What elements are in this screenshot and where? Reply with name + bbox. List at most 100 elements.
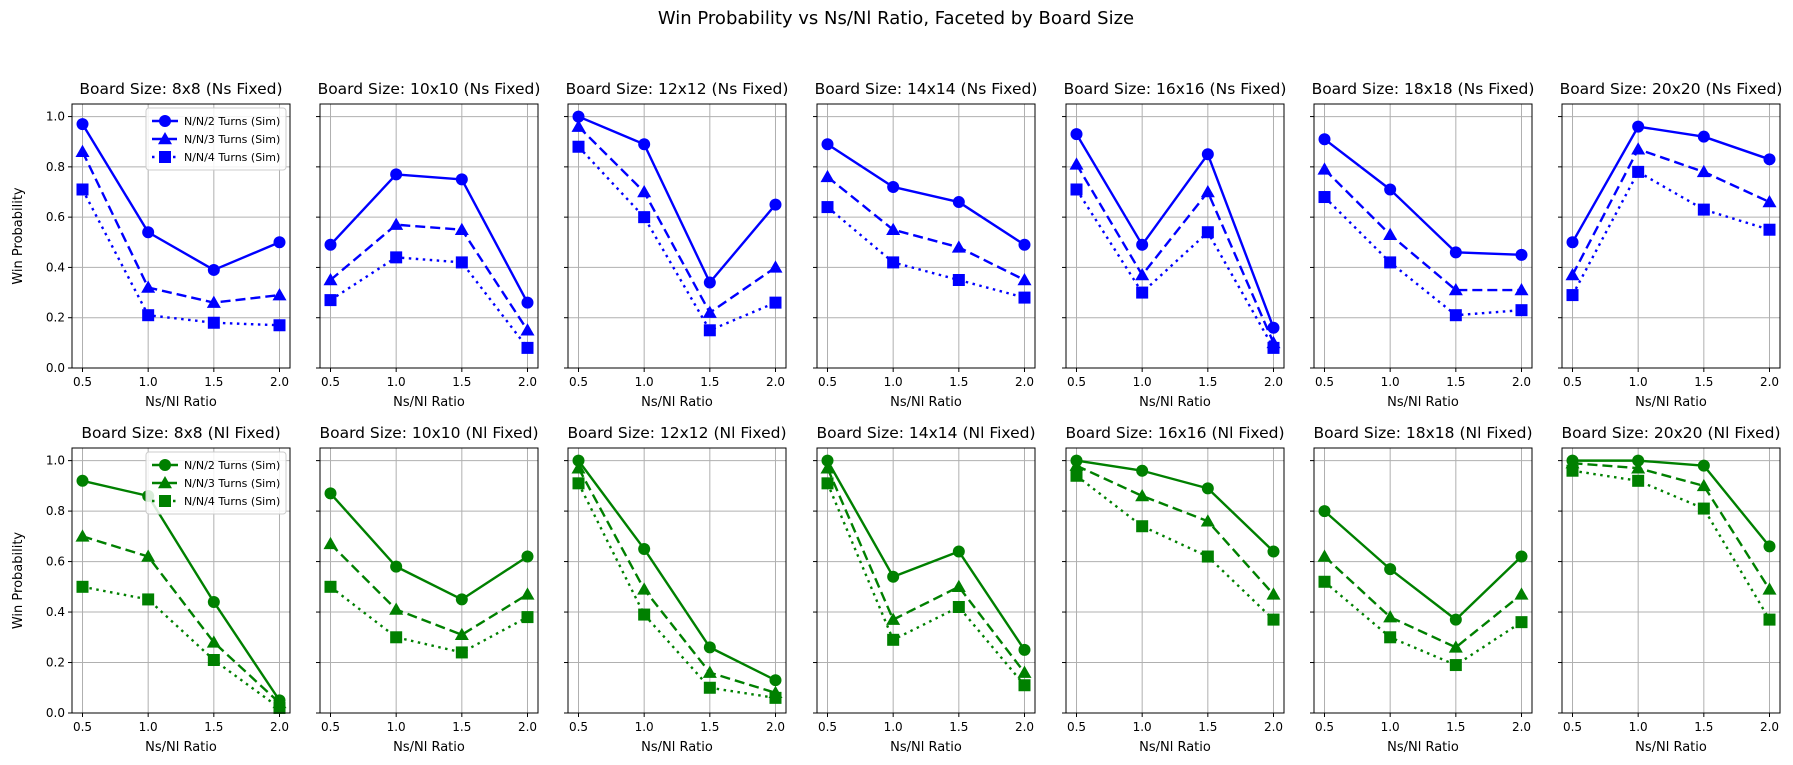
x-tick-label: 1.5 — [1446, 720, 1465, 734]
data-point-2-turns — [521, 550, 534, 563]
data-point-4-turns — [1697, 502, 1710, 515]
x-axis-label: Ns/Nl Ratio — [1387, 395, 1459, 410]
data-point-3-turns — [1317, 162, 1332, 175]
data-point-4-turns — [1566, 464, 1579, 477]
legend-box — [145, 107, 287, 171]
panel-title: Board Size: 20x20 (Nl Fixed) — [1561, 424, 1780, 442]
x-tick-label: 2.0 — [270, 375, 289, 389]
x-tick-label: 0.5 — [569, 375, 588, 389]
data-point-4-turns — [142, 593, 155, 606]
legend-marker — [158, 132, 172, 145]
x-tick-label: 1.5 — [1446, 375, 1465, 389]
data-point-2-turns — [1763, 153, 1776, 166]
series-line-4-turns — [1075, 474, 1275, 621]
x-tick-label: 1.0 — [884, 720, 903, 734]
data-point-4-turns — [1632, 165, 1645, 178]
x-tick-label: 2.0 — [766, 720, 785, 734]
panel-title: Board Size: 16x16 (Ns Fixed) — [1064, 80, 1287, 98]
data-point-3-turns — [951, 240, 966, 253]
data-point-4-turns — [572, 140, 585, 153]
data-point-4-turns — [821, 477, 834, 490]
data-point-4-turns — [1697, 203, 1710, 216]
x-tick-label: 1.0 — [1133, 375, 1152, 389]
x-tick-label: 1.5 — [452, 375, 471, 389]
data-point-4-turns — [1201, 550, 1214, 563]
data-point-4-turns — [1318, 575, 1331, 588]
data-point-3-turns — [1762, 195, 1777, 208]
series-line-2-turns — [577, 459, 777, 682]
data-point-2-turns — [1449, 246, 1462, 259]
axes-frame — [319, 103, 539, 369]
data-point-4-turns — [1267, 613, 1280, 626]
legend-marker — [159, 495, 171, 507]
x-axis-label: Ns/Nl Ratio — [641, 740, 713, 755]
data-point-4-turns — [1318, 191, 1331, 204]
data-point-3-turns — [323, 536, 338, 550]
axes-frame — [816, 103, 1036, 369]
x-tick-label: 1.5 — [1198, 375, 1217, 389]
x-tick-label: 1.0 — [139, 375, 158, 389]
panel-r0-c6: 0.5 1.0 1.5 2.0 Board Size: 20x20 (Ns Fixed)… — [1558, 80, 1782, 410]
x-tick-label: 0.5 — [73, 720, 92, 734]
series-line-4-turns — [826, 482, 1026, 687]
panel-title: Board Size: 20x20 (Ns Fixed) — [1560, 80, 1783, 98]
axes-frame — [1313, 103, 1533, 369]
data-point-4-turns — [273, 319, 286, 332]
data-point-3-turns — [1514, 283, 1529, 296]
series-line-4-turns — [1572, 469, 1771, 621]
data-point-3-turns — [1069, 458, 1084, 471]
series-line-2-turns — [329, 173, 529, 304]
x-tick-label: 0.5 — [818, 720, 837, 734]
x-tick-label: 0.5 — [321, 720, 340, 734]
series-line-2-turns — [1323, 510, 1523, 621]
legend-entry-label: N/N/2 Turns (Sim) — [184, 115, 280, 128]
y-tick-label: 0.6 — [46, 210, 65, 224]
data-point-2-turns — [1136, 238, 1149, 251]
x-tick-label: 0.5 — [73, 375, 92, 389]
data-point-4-turns — [1566, 289, 1579, 302]
x-axis-label: Ns/Nl Ratio — [1139, 395, 1211, 410]
legend-entry-label: N/N/4 Turns (Sim) — [184, 495, 280, 508]
x-tick-label: 0.5 — [1067, 720, 1086, 734]
x-tick-label: 0.5 — [1067, 375, 1086, 389]
data-point-2-turns — [1136, 464, 1149, 477]
data-point-2-turns — [1632, 454, 1645, 467]
x-tick-label: 1.0 — [1629, 375, 1648, 389]
data-point-2-turns — [207, 595, 220, 608]
data-point-4-turns — [769, 691, 782, 704]
x-tick-label: 1.5 — [949, 720, 968, 734]
series-line-4-turns — [1571, 170, 1770, 296]
axes-frame — [1065, 103, 1285, 369]
data-point-3-turns — [1069, 157, 1084, 170]
x-axis-label: Ns/Nl Ratio — [393, 740, 465, 755]
data-point-3-turns — [520, 323, 535, 336]
data-point-3-turns — [141, 549, 156, 562]
x-tick-label: 1.5 — [1694, 720, 1713, 734]
x-tick-label: 1.5 — [204, 375, 223, 389]
data-point-2-turns — [1267, 321, 1280, 334]
x-axis-label: Ns/Nl Ratio — [641, 395, 713, 410]
legend: N/N/2 Turns (Sim) N/N/3 Turns (Sim) N/N/4 … — [145, 451, 287, 515]
data-point-4-turns — [1136, 520, 1149, 533]
x-tick-label: 2.0 — [518, 375, 537, 389]
data-point-3-turns — [951, 579, 966, 593]
data-point-2-turns — [769, 198, 782, 211]
data-point-3-turns — [1017, 665, 1032, 678]
series-line-3-turns — [329, 223, 529, 331]
series-line-2-turns — [826, 460, 1026, 651]
data-point-4-turns — [76, 183, 89, 196]
panel-r0-c1: 0.5 1.0 1.5 2.0 Board Size: 10x10 (Ns Fixed)… — [316, 80, 540, 410]
x-axis-label: Ns/Nl Ratio — [1387, 740, 1459, 755]
data-point-4-turns — [324, 294, 337, 307]
x-tick-label: 2.0 — [1264, 720, 1283, 734]
series-line-2-turns — [1076, 459, 1275, 553]
data-point-4-turns — [703, 681, 716, 694]
series-line-3-turns — [826, 467, 1026, 674]
data-point-4-turns — [1632, 474, 1645, 487]
data-point-3-turns — [75, 529, 90, 542]
panel-title: Board Size: 8x8 (Nl Fixed) — [81, 424, 280, 442]
y-tick-label: 0.8 — [46, 160, 65, 174]
data-point-3-turns — [454, 627, 469, 641]
data-point-2-turns — [1318, 505, 1331, 518]
x-tick-label: 1.0 — [1629, 720, 1648, 734]
